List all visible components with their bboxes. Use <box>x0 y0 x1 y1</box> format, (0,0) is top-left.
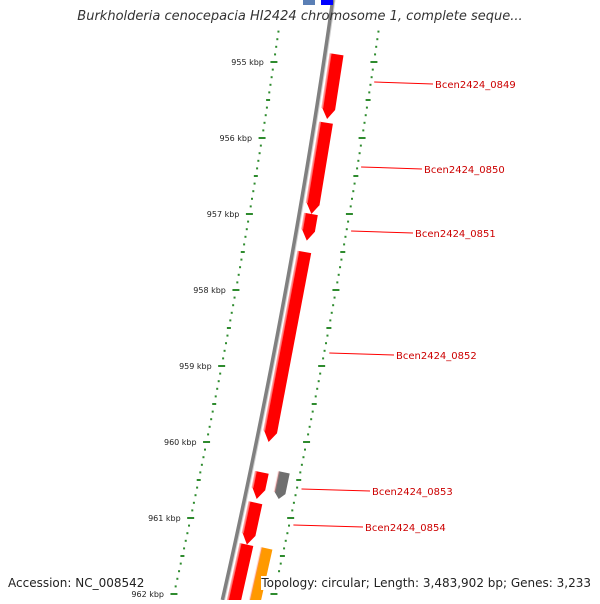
blue-feature[interactable] <box>321 0 333 5</box>
scale-tick-label: 956 kbp <box>219 134 252 143</box>
gene-label[interactable]: Bcen2424_0852 <box>396 351 477 362</box>
orange-feature-arrow[interactable] <box>246 547 273 604</box>
gene-arrow-bcen2424_0854-edge <box>241 501 251 534</box>
gene-label[interactable]: Bcen2424_0849 <box>435 80 516 91</box>
backbone-layer <box>220 0 336 601</box>
accession-text: Accession: NC_008542 <box>8 576 145 590</box>
gene-arrow-bcen2424_0853[interactable] <box>252 471 269 499</box>
orange-feature-arrow-edge <box>247 546 263 604</box>
partial-gene-arrow[interactable] <box>224 543 254 604</box>
scale-tick-label: 957 kbp <box>207 210 240 219</box>
gene-label[interactable]: Bcen2424_0854 <box>365 523 446 534</box>
gene-label[interactable]: Bcen2424_0850 <box>424 165 505 176</box>
gene-label-leader <box>301 488 371 492</box>
gene-arrow-bcen2424_0852[interactable] <box>264 250 312 442</box>
other-feature[interactable] <box>303 0 315 5</box>
gene-label-leader <box>329 352 395 356</box>
gene-arrow-bcen2424_0849[interactable] <box>322 53 344 119</box>
label-layer[interactable]: Bcen2424_0849 Bcen2424_0850 Bcen2424_0851 B… <box>293 80 516 534</box>
gene-arrow-bcen2424_0851-edge <box>301 212 306 230</box>
tick-layer: 955 kbp 956 kbp 957 kbp 958 kbp 959 kbp 960 k… <box>131 58 264 599</box>
gene-label-leader <box>374 81 434 85</box>
gene-arrow-bcen2424_0850-edge <box>305 121 322 204</box>
scale-tick-label: 955 kbp <box>231 58 264 67</box>
gene-arrow-bcen2424_0851[interactable] <box>302 212 318 241</box>
gene-label-leader <box>293 524 364 528</box>
gene-label-leader <box>361 166 423 170</box>
gene-arrow-bcen2424_0853-edge <box>251 470 257 488</box>
gene-label[interactable]: Bcen2424_0853 <box>372 487 453 498</box>
scale-dots <box>170 30 380 595</box>
scale-tick-label: 958 kbp <box>193 286 226 295</box>
other-feature-arrow[interactable] <box>274 471 290 499</box>
gene-label-leader <box>351 230 414 234</box>
scale-tick-label: 959 kbp <box>179 362 212 371</box>
scale-tick-label: 962 kbp <box>131 590 164 599</box>
sequence-title: Burkholderia cenocepacia HI2424 chromoso… <box>77 9 523 24</box>
gene-arrow-bcen2424_0852-edge <box>263 250 300 431</box>
backbone-highlight <box>224 0 336 601</box>
scale-tick-label: 961 kbp <box>148 514 181 523</box>
gene-arrow-bcen2424_0850[interactable] <box>306 121 333 214</box>
topology-summary: Topology: circular; Length: 3,483,902 bp… <box>261 576 591 590</box>
gene-arrow-bcen2424_0849-edge <box>321 53 332 109</box>
feature-layer[interactable] <box>224 0 344 604</box>
backbone-line <box>220 0 335 601</box>
gene-label[interactable]: Bcen2424_0851 <box>415 229 496 240</box>
scale-tick-label: 960 kbp <box>164 438 197 447</box>
other-feature-arrow-edge <box>273 471 280 493</box>
